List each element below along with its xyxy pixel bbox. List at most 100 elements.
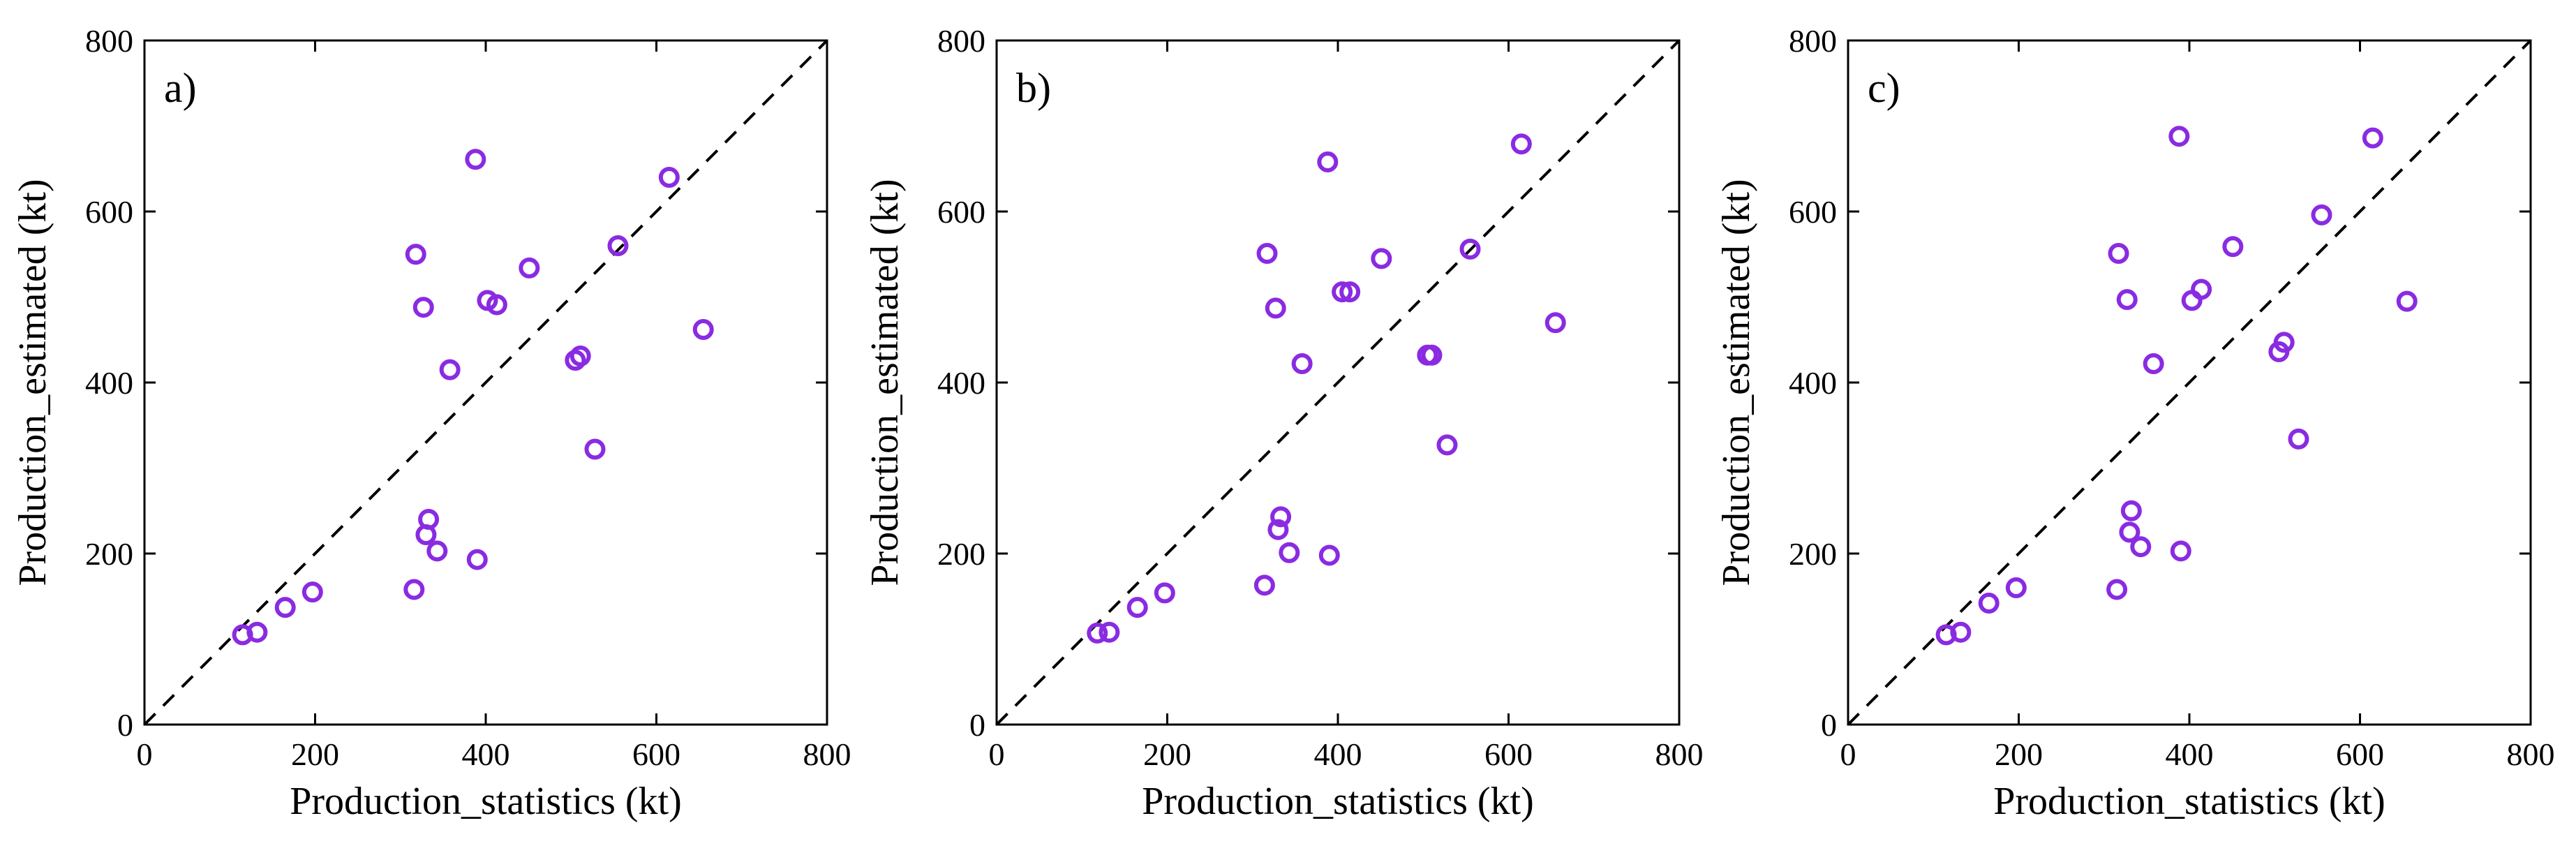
chart-panel-3: 0 200 400 600 800 0 200 400 600 800 Production_sta…	[1715, 23, 2555, 823]
data-point	[658, 167, 680, 188]
data-point	[426, 540, 448, 562]
data-point	[439, 359, 461, 380]
y-tick-label: 600	[1789, 194, 1837, 230]
data-point	[274, 597, 296, 618]
chart-panel-1: 0 200 400 600 800 0 200 400 600 800 Production_sta…	[11, 23, 851, 823]
y-tick-label: 400	[937, 365, 985, 401]
data-point	[465, 149, 486, 170]
y-tick-label: 200	[937, 536, 985, 572]
panel-label: a)	[164, 65, 197, 111]
y-axis-title: Production_estimated (kt)	[1715, 179, 1758, 586]
y-tick-label: 0	[117, 707, 133, 743]
y-tick-label: 600	[937, 194, 985, 230]
y-tick-label: 200	[85, 536, 133, 572]
data-point	[301, 581, 323, 603]
x-tick-label: 0	[989, 736, 1005, 772]
x-tick-label: 200	[1143, 736, 1191, 772]
data-point	[1099, 621, 1120, 643]
x-tick-label: 400	[2166, 736, 2214, 772]
data-point	[2222, 236, 2244, 258]
data-point	[1317, 151, 1339, 172]
data-point	[1256, 243, 1278, 265]
data-point	[1332, 281, 1353, 303]
data-point	[1318, 544, 1340, 566]
data-point	[2108, 243, 2129, 265]
data-point	[412, 297, 434, 318]
data-point	[2120, 500, 2142, 521]
data-point	[1267, 519, 1289, 540]
one-to-one-reference-line	[143, 39, 828, 726]
data-point	[246, 621, 268, 643]
data-point	[1421, 344, 1443, 366]
data-point	[2005, 577, 2027, 598]
data-point	[1087, 622, 1108, 644]
y-tick-label: 0	[1821, 707, 1837, 743]
y-tick-label: 200	[1789, 536, 1837, 572]
data-point	[1510, 133, 1532, 155]
data-point	[1459, 238, 1481, 260]
panel-label: b)	[1016, 65, 1051, 111]
data-point	[418, 509, 440, 530]
x-tick-label: 600	[632, 736, 680, 772]
chart-panel-2: 0 200 400 600 800 0 200 400 600 800 Production_sta…	[863, 23, 1704, 823]
data-point	[1436, 434, 1458, 456]
y-tick-label: 800	[937, 23, 985, 59]
data-point	[1154, 582, 1175, 604]
x-tick-label: 600	[2336, 736, 2384, 772]
x-tick-label: 200	[1995, 736, 2043, 772]
data-point	[2273, 332, 2295, 353]
data-point	[1253, 574, 1275, 596]
data-point	[2191, 279, 2212, 300]
data-point	[1291, 353, 1313, 375]
data-point	[1978, 593, 2000, 614]
data-point	[2170, 540, 2191, 562]
x-tick-label: 800	[803, 736, 851, 772]
y-axis-title: Production_estimated (kt)	[11, 179, 54, 586]
data-point	[403, 579, 425, 600]
data-point	[607, 235, 629, 256]
y-tick-label: 600	[85, 194, 133, 230]
data-point	[1279, 542, 1300, 563]
one-to-one-reference-line	[995, 39, 1681, 726]
data-point	[486, 294, 507, 316]
data-point	[2106, 579, 2128, 600]
x-axis-title: Production_statistics (kt)	[1142, 780, 1534, 823]
data-point	[1339, 281, 1361, 303]
data-point	[692, 319, 714, 341]
data-point	[1544, 312, 1566, 334]
data-point	[2396, 290, 2418, 312]
data-point	[2130, 536, 2152, 558]
y-axis-title: Production_estimated (kt)	[863, 179, 907, 586]
data-point	[2362, 127, 2383, 149]
data-point	[2311, 204, 2332, 225]
y-tick-label: 800	[85, 23, 133, 59]
data-point	[1270, 506, 1292, 528]
x-tick-label: 400	[462, 736, 510, 772]
panel-label: c)	[1868, 65, 1900, 111]
data-point	[1371, 248, 1392, 269]
data-point	[584, 438, 606, 460]
data-point	[405, 244, 426, 265]
data-point	[519, 257, 540, 279]
data-point	[2168, 126, 2190, 147]
x-tick-label: 800	[2507, 736, 2555, 772]
x-tick-label: 200	[291, 736, 339, 772]
y-tick-label: 800	[1789, 23, 1837, 59]
data-point	[2116, 289, 2138, 311]
x-tick-label: 800	[1655, 736, 1704, 772]
data-point	[2119, 521, 2141, 543]
x-tick-label: 0	[137, 736, 153, 772]
y-tick-label: 400	[85, 365, 133, 401]
data-point	[1126, 597, 1148, 618]
data-point	[1950, 621, 1972, 643]
x-axis-title: Production_statistics (kt)	[290, 780, 682, 823]
x-tick-label: 0	[1840, 736, 1856, 772]
data-point	[466, 549, 488, 570]
y-tick-label: 0	[969, 707, 985, 743]
data-point	[1265, 297, 1286, 319]
x-tick-label: 400	[1314, 736, 1362, 772]
data-point	[569, 346, 591, 367]
x-tick-label: 600	[1484, 736, 1533, 772]
data-point	[2143, 353, 2164, 375]
